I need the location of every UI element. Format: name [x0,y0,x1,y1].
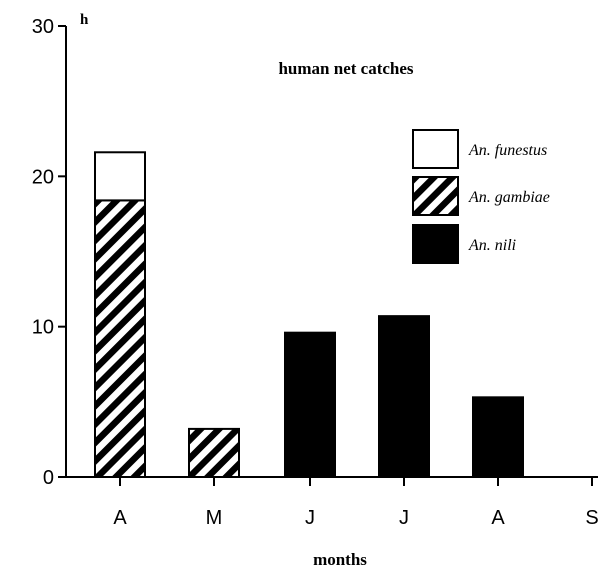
bar-an-nili [472,396,524,478]
legend: An. funestus An. gambiae An. nili [412,129,550,264]
x-tick-label: A [491,507,505,529]
x-tick-label: J [399,507,409,529]
bar-an-nili [378,315,430,479]
x-tick-label: S [585,507,598,529]
y-ticks: 0 10 20 30 [32,16,66,489]
bar-an-gambiae [94,199,146,479]
legend-swatch [412,224,459,264]
legend-swatch [412,176,459,216]
y-tick-label: 0 [43,467,54,489]
legend-swatch [412,129,459,169]
x-tick-label: A [113,507,127,529]
x-tick-label: M [206,507,223,529]
chart-title: human net catches [278,59,413,78]
bar-an-gambiae [188,427,240,479]
y-tick-label: 20 [32,166,54,188]
y-tick-label: 30 [32,16,54,38]
legend-label: An. gambiae [468,189,550,206]
x-axis-label: months [313,550,367,569]
bars [94,151,524,479]
bar-an-nili [284,331,336,478]
y-tick-label: 10 [32,317,54,339]
bar-an-funestus [94,151,146,202]
panel-label: h [80,12,89,28]
x-tick-label: J [305,507,315,529]
legend-label: An. funestus [468,142,547,159]
legend-label: An. nili [468,237,516,254]
